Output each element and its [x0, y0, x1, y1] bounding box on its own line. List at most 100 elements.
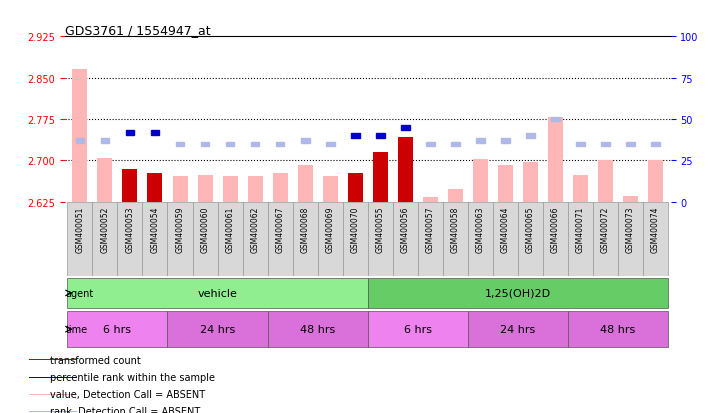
Bar	[326, 142, 335, 147]
Bar	[176, 142, 185, 147]
Bar	[401, 126, 410, 130]
Bar	[143, 202, 167, 277]
Bar	[198, 176, 213, 202]
Bar	[29, 377, 77, 378]
Bar	[251, 142, 260, 147]
Bar	[417, 202, 443, 277]
Bar	[368, 312, 468, 347]
Bar	[497, 166, 513, 202]
Text: GSM400059: GSM400059	[175, 206, 185, 252]
Bar	[318, 202, 342, 277]
Bar	[247, 177, 262, 202]
Bar	[267, 202, 293, 277]
Bar	[518, 202, 543, 277]
Bar	[423, 197, 438, 202]
Bar	[598, 161, 613, 202]
Text: percentile rank within the sample: percentile rank within the sample	[50, 372, 216, 382]
Bar	[67, 312, 167, 347]
Bar	[275, 142, 285, 147]
Bar	[368, 202, 393, 277]
Text: transformed count: transformed count	[50, 355, 141, 365]
Bar	[223, 177, 238, 202]
Bar	[172, 176, 187, 202]
Text: GSM400052: GSM400052	[100, 206, 110, 252]
Bar	[351, 134, 360, 138]
Bar	[643, 202, 668, 277]
Text: GSM400060: GSM400060	[200, 206, 210, 252]
Bar	[167, 312, 267, 347]
Text: GSM400065: GSM400065	[526, 206, 535, 252]
Text: value, Detection Call = ABSENT: value, Detection Call = ABSENT	[50, 389, 205, 399]
Bar	[576, 142, 585, 147]
Bar	[273, 173, 288, 202]
Text: 48 hrs: 48 hrs	[601, 324, 636, 335]
Bar	[242, 202, 267, 277]
Bar	[193, 202, 218, 277]
Bar	[651, 142, 660, 147]
Bar	[468, 312, 568, 347]
Text: 1,25(OH)2D: 1,25(OH)2D	[485, 288, 551, 298]
Bar	[451, 142, 460, 147]
Text: GSM400072: GSM400072	[601, 206, 610, 252]
Bar	[226, 142, 234, 147]
Text: GSM400067: GSM400067	[275, 206, 285, 252]
Text: 24 hrs: 24 hrs	[500, 324, 536, 335]
Bar	[72, 70, 87, 202]
Bar	[148, 173, 162, 202]
Bar	[573, 176, 588, 202]
Text: GSM400063: GSM400063	[476, 206, 485, 252]
Bar	[67, 202, 92, 277]
Bar	[100, 139, 110, 143]
Text: GSM400062: GSM400062	[251, 206, 260, 252]
Bar	[298, 166, 313, 202]
Text: GSM400055: GSM400055	[376, 206, 385, 252]
Bar	[293, 202, 318, 277]
Bar	[601, 142, 610, 147]
Bar	[123, 169, 138, 202]
Bar	[29, 359, 77, 361]
Text: 6 hrs: 6 hrs	[404, 324, 432, 335]
Bar	[29, 394, 77, 395]
Bar	[267, 312, 368, 347]
Bar	[348, 173, 363, 202]
Bar	[523, 162, 538, 202]
Text: 6 hrs: 6 hrs	[103, 324, 131, 335]
Bar	[443, 202, 468, 277]
Bar	[118, 202, 143, 277]
Bar	[92, 202, 118, 277]
Bar	[218, 202, 242, 277]
Text: time: time	[66, 324, 87, 335]
Text: GSM400069: GSM400069	[326, 206, 335, 252]
Text: GSM400066: GSM400066	[551, 206, 560, 252]
Bar	[76, 139, 84, 143]
Text: agent: agent	[66, 288, 94, 298]
Text: GSM400071: GSM400071	[576, 206, 585, 252]
Bar	[476, 139, 485, 143]
Bar	[151, 131, 159, 135]
Text: 48 hrs: 48 hrs	[300, 324, 335, 335]
Bar	[323, 176, 337, 202]
Text: GSM400051: GSM400051	[76, 206, 84, 252]
Bar	[593, 202, 618, 277]
Bar	[368, 278, 668, 308]
Bar	[526, 134, 535, 138]
Bar	[67, 278, 368, 308]
Bar	[393, 202, 417, 277]
Bar	[618, 202, 643, 277]
Text: GSM400057: GSM400057	[426, 206, 435, 252]
Bar	[167, 202, 193, 277]
Bar	[426, 142, 435, 147]
Bar	[473, 159, 488, 202]
Text: GSM400054: GSM400054	[151, 206, 159, 252]
Text: GSM400070: GSM400070	[350, 206, 360, 252]
Bar	[623, 196, 638, 202]
Bar	[398, 138, 412, 202]
Bar	[648, 161, 663, 202]
Bar	[29, 411, 77, 412]
Bar	[97, 158, 112, 202]
Text: GSM400064: GSM400064	[501, 206, 510, 252]
Bar	[568, 312, 668, 347]
Text: GSM400074: GSM400074	[651, 206, 660, 252]
Bar	[548, 118, 563, 202]
Bar	[200, 142, 209, 147]
